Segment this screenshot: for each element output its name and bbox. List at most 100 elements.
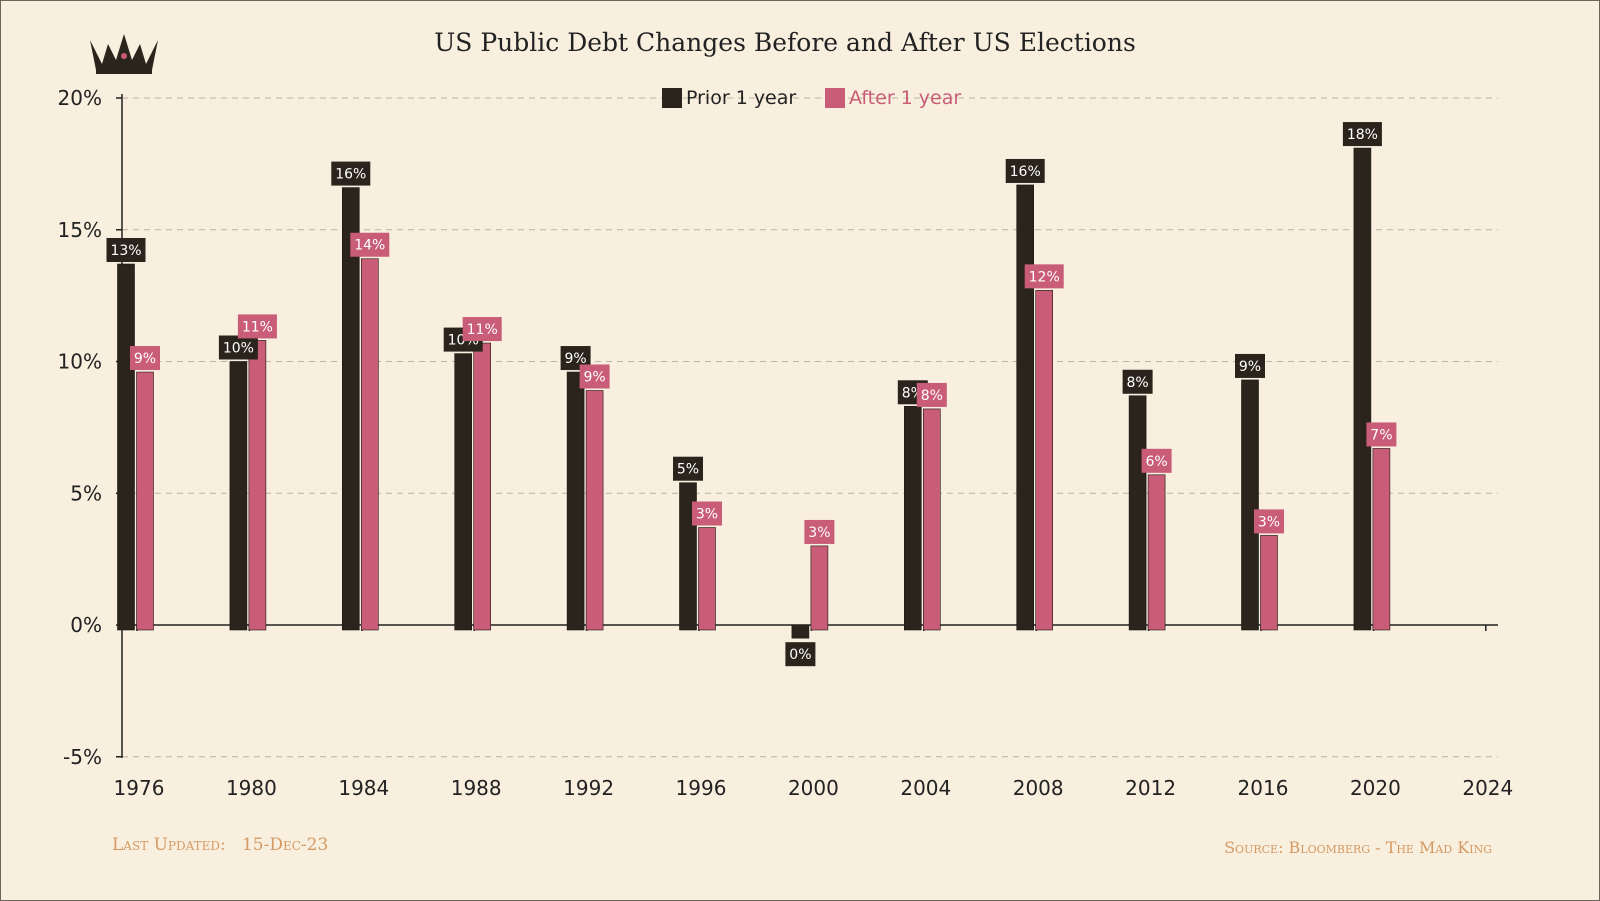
last-updated-value: 15-Dec-23 [241, 835, 329, 855]
label-prior: 9% [1239, 359, 1261, 375]
label-prior-bg [1122, 369, 1153, 394]
label-after: 8% [921, 388, 943, 404]
label-after: 9% [583, 369, 605, 385]
legend: Prior 1 year After 1 year [662, 87, 961, 109]
last-updated-label: Last Updated: [112, 835, 226, 855]
label-after-bg [1024, 264, 1064, 289]
crown-icon [90, 34, 158, 74]
bar-after [1260, 535, 1278, 631]
label-after: 3% [1258, 514, 1280, 530]
y-tick-label: -5% [63, 745, 102, 769]
bar-after [1147, 474, 1166, 631]
x-tick-label: 2024 [1462, 776, 1513, 800]
label-prior-bg [218, 335, 258, 360]
last-updated: Last Updated: 15-Dec-23 [112, 835, 328, 855]
bar-prior [1353, 147, 1372, 631]
y-tick-label: 0% [70, 613, 102, 637]
bar-prior [1128, 395, 1147, 631]
bar-prior [1241, 379, 1259, 631]
legend-swatch [662, 88, 682, 108]
label-prior-bg [1235, 353, 1265, 378]
label-prior: 18% [1347, 127, 1378, 143]
x-tick-label: 1992 [563, 776, 614, 800]
label-after: 11% [467, 322, 498, 338]
label-prior: 10% [223, 341, 254, 357]
label-after-bg [1254, 509, 1284, 534]
x-tick-label: 2004 [900, 776, 951, 800]
x-tick-label: 1984 [338, 776, 389, 800]
label-after-bg [1141, 448, 1172, 473]
source-note: Source: Bloomberg - The Mad King [1224, 838, 1492, 857]
bar-prior [341, 187, 360, 631]
legend-swatch [825, 88, 845, 108]
x-tick-label: 1980 [226, 776, 277, 800]
label-after-bg [692, 501, 722, 526]
label-after-bg [350, 232, 390, 257]
label-prior: 9% [564, 351, 586, 367]
bar-prior [117, 263, 135, 631]
label-after: 12% [1029, 269, 1060, 285]
label-after-bg [804, 519, 835, 544]
y-tick-label: 10% [58, 350, 102, 374]
legend-label: Prior 1 year [686, 87, 796, 109]
bar-prior [454, 353, 473, 631]
x-tick-label: 2012 [1125, 776, 1176, 800]
x-tick-label: 2008 [1013, 776, 1064, 800]
label-prior-bg [106, 238, 146, 263]
label-prior-bg [673, 456, 703, 481]
bar-prior [1016, 184, 1035, 631]
label-after: 11% [242, 319, 273, 335]
label-prior: 16% [335, 167, 366, 183]
bar-after [360, 258, 379, 631]
label-after-bg [130, 346, 160, 371]
x-tick-label: 2016 [1238, 776, 1289, 800]
bar-prior [791, 624, 810, 639]
label-after-bg [916, 382, 947, 407]
label-prior-bg [785, 642, 816, 667]
label-prior-bg [331, 161, 371, 186]
x-tick-label: 2020 [1350, 776, 1401, 800]
label-prior-bg [1342, 122, 1382, 147]
label-after: 9% [134, 351, 156, 367]
bar-after [1035, 290, 1053, 631]
x-tick-label: 1976 [114, 776, 165, 800]
label-prior: 0% [789, 647, 811, 663]
bar-after [698, 527, 716, 631]
y-tick-label: 15% [58, 218, 102, 242]
axes: 20% 15% 10% 5% 0% -5% 1976 1980 1984 1988 1992 1996… [58, 86, 1514, 800]
data-labels: 13%10%16%10%9%5%0%8%16%8%9%18%9%11%14%11… [106, 122, 1397, 667]
label-after-bg [237, 314, 277, 339]
label-after-bg [1366, 422, 1397, 447]
label-prior-bg [1005, 158, 1045, 183]
bar-after [136, 371, 154, 631]
bar-after [810, 545, 829, 631]
label-after: 7% [1370, 427, 1392, 443]
bars [117, 147, 1391, 639]
bar-prior [903, 405, 922, 631]
label-prior: 16% [1010, 164, 1041, 180]
bar-prior [229, 361, 248, 631]
label-after: 3% [696, 507, 718, 523]
y-tick-label: 20% [58, 86, 102, 110]
label-prior: 13% [110, 243, 141, 259]
bar-prior [566, 371, 585, 631]
label-prior: 8% [1126, 375, 1148, 391]
x-tick-label: 1996 [676, 776, 727, 800]
label-prior: 5% [677, 462, 699, 478]
bar-after [473, 342, 492, 631]
bar-after [922, 408, 941, 631]
label-after: 3% [808, 525, 830, 541]
chart-title: US Public Debt Changes Before and After … [434, 28, 1136, 57]
label-after: 6% [1145, 454, 1167, 470]
label-after-bg [579, 364, 610, 389]
x-tick-label: 2000 [788, 776, 839, 800]
x-tick-label: 1988 [451, 776, 502, 800]
bar-after [1372, 448, 1391, 631]
legend-label: After 1 year [849, 87, 961, 109]
bar-after [248, 340, 267, 631]
y-tick-label: 5% [70, 481, 102, 505]
label-after: 14% [354, 238, 385, 254]
label-after-bg [462, 317, 502, 342]
grid-lines [122, 97, 1498, 758]
